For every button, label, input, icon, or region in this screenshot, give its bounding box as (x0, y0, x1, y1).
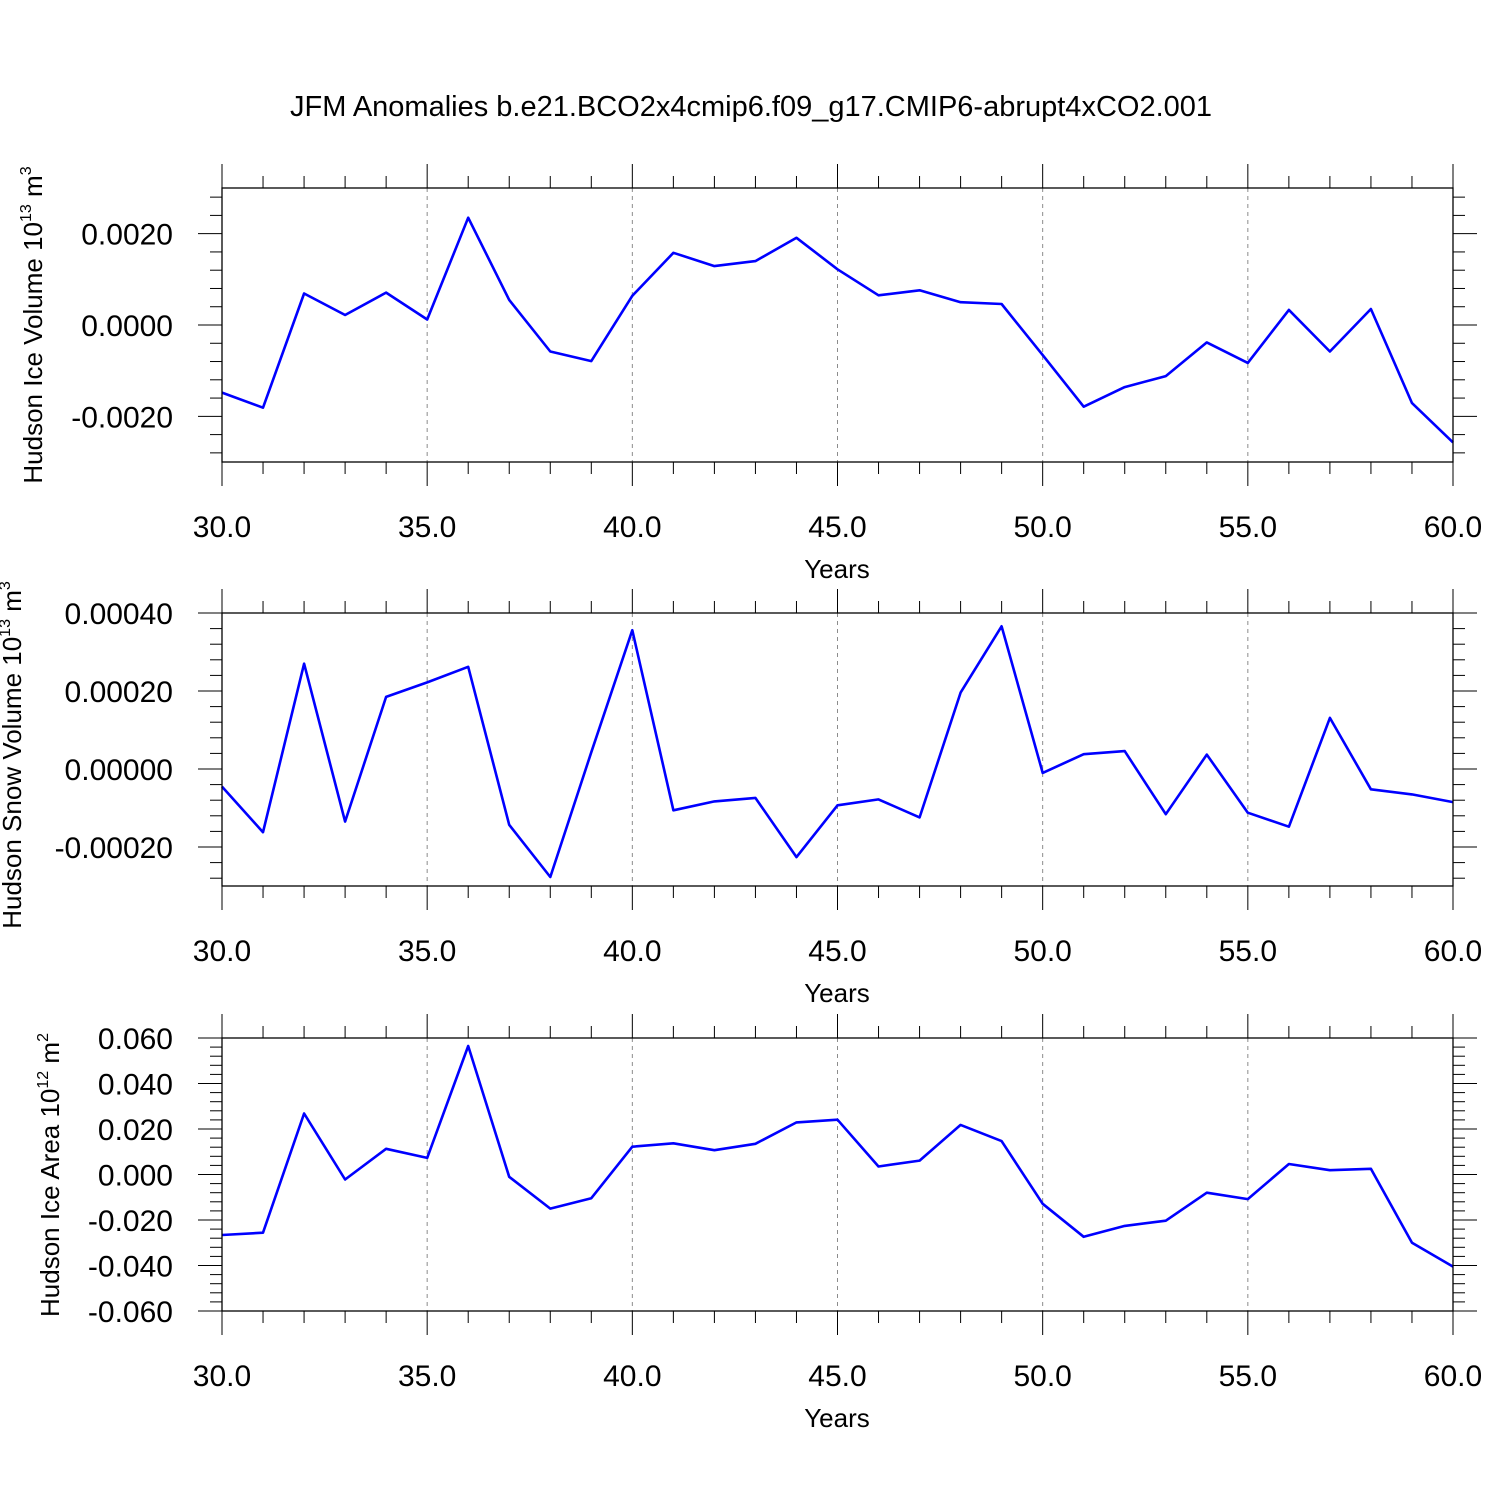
y-axis-label-unit: m (35, 1042, 65, 1071)
y-tick-label: 0.00020 (65, 676, 173, 709)
y-tick-label: -0.040 (88, 1251, 173, 1284)
y-tick-label: -0.020 (88, 1205, 173, 1238)
x-axis-label: Years (804, 1403, 870, 1433)
y-axis-label-exponent: 12 (35, 1071, 52, 1089)
panel-2: 0.00040 0.00020 0.00000 -0.00020 30.0 35.0 40.… (0, 581, 1482, 1008)
x-tick-label: 35.0 (398, 1360, 456, 1393)
panel-3: 0.060 0.040 0.020 0.000 -0.020 -0.040 -0.060 30… (35, 1014, 1482, 1433)
x-tick-label: 55.0 (1219, 1360, 1277, 1393)
x-tick-label: 60.0 (1424, 1360, 1482, 1393)
figure-title: JFM Anomalies b.e21.BCO2x4cmip6.f09_g17.… (290, 91, 1212, 123)
y-axis-label: Hudson Snow Volume 1013 m3 (0, 581, 27, 929)
x-tick-label: 60.0 (1424, 511, 1482, 544)
y-tick-label: 0.020 (98, 1114, 173, 1147)
y-axis-label-unit: m (18, 175, 48, 204)
y-axis-label-text: Hudson Ice Area 10 (35, 1089, 65, 1317)
y-axis-label-unit: m (0, 590, 27, 619)
x-tick-label: 50.0 (1013, 1360, 1071, 1393)
x-tick-label: 30.0 (193, 511, 251, 544)
y-tick-label: 0.0000 (81, 310, 173, 343)
y-tick-label: 0.0020 (81, 219, 173, 252)
y-axis-label: Hudson Ice Area 1012 m2 (35, 1033, 65, 1317)
panel-1: 0.0020 0.0000 -0.0020 30.0 35.0 40.0 45.0 50.0 5… (18, 164, 1482, 584)
y-tick-label: -0.060 (88, 1296, 173, 1329)
x-tick-label: 60.0 (1424, 935, 1482, 968)
x-tick-label: 40.0 (603, 1360, 661, 1393)
x-tick-label: 40.0 (603, 511, 661, 544)
y-tick-label: 0.00000 (65, 754, 173, 787)
plot-frame (221, 187, 1454, 463)
x-tick-label: 45.0 (808, 1360, 866, 1393)
x-tick-label: 35.0 (398, 511, 456, 544)
y-axis-label-unit-exponent: 3 (0, 581, 14, 590)
x-tick-label: 55.0 (1219, 511, 1277, 544)
y-tick-label: 0.00040 (65, 598, 173, 631)
y-tick-label: 0.060 (98, 1023, 173, 1056)
x-tick-label: 30.0 (193, 1360, 251, 1393)
y-axis-label-text: Hudson Ice Volume 10 (18, 222, 48, 484)
x-tick-label: 50.0 (1013, 511, 1071, 544)
y-axis-label-exponent: 13 (0, 619, 14, 637)
y-tick-label: -0.00020 (55, 832, 173, 865)
y-axis-label-exponent: 13 (18, 204, 35, 222)
x-tick-label: 40.0 (603, 935, 661, 968)
plot-frame (221, 1037, 1454, 1312)
x-tick-label: 45.0 (808, 935, 866, 968)
y-tick-label: 0.000 (98, 1160, 173, 1193)
y-axis-label-unit-exponent: 3 (18, 166, 35, 175)
data-line (221, 216, 1454, 444)
x-tick-label: 55.0 (1219, 935, 1277, 968)
y-axis-label-unit-exponent: 2 (35, 1033, 52, 1042)
y-axis-label: Hudson Ice Volume 1013 m3 (18, 166, 48, 483)
x-tick-label: 35.0 (398, 935, 456, 968)
x-tick-label: 50.0 (1013, 935, 1071, 968)
y-axis-label-text: Hudson Snow Volume 10 (0, 637, 27, 929)
x-tick-label: 30.0 (193, 935, 251, 968)
x-axis-label: Years (804, 978, 870, 1008)
plot-frame (221, 612, 1454, 887)
y-tick-label: -0.0020 (71, 401, 173, 434)
x-tick-label: 45.0 (808, 511, 866, 544)
y-tick-label: 0.040 (98, 1069, 173, 1102)
x-axis-label: Years (804, 554, 870, 584)
